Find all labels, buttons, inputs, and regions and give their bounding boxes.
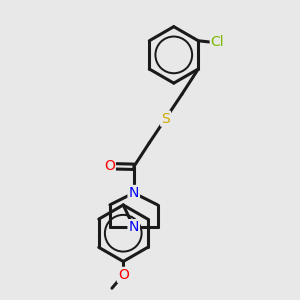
Text: O: O [118,268,129,282]
Text: Cl: Cl [211,35,224,49]
Text: N: N [128,220,139,234]
Text: N: N [128,186,139,200]
Text: O: O [104,159,115,173]
Text: S: S [161,112,170,126]
